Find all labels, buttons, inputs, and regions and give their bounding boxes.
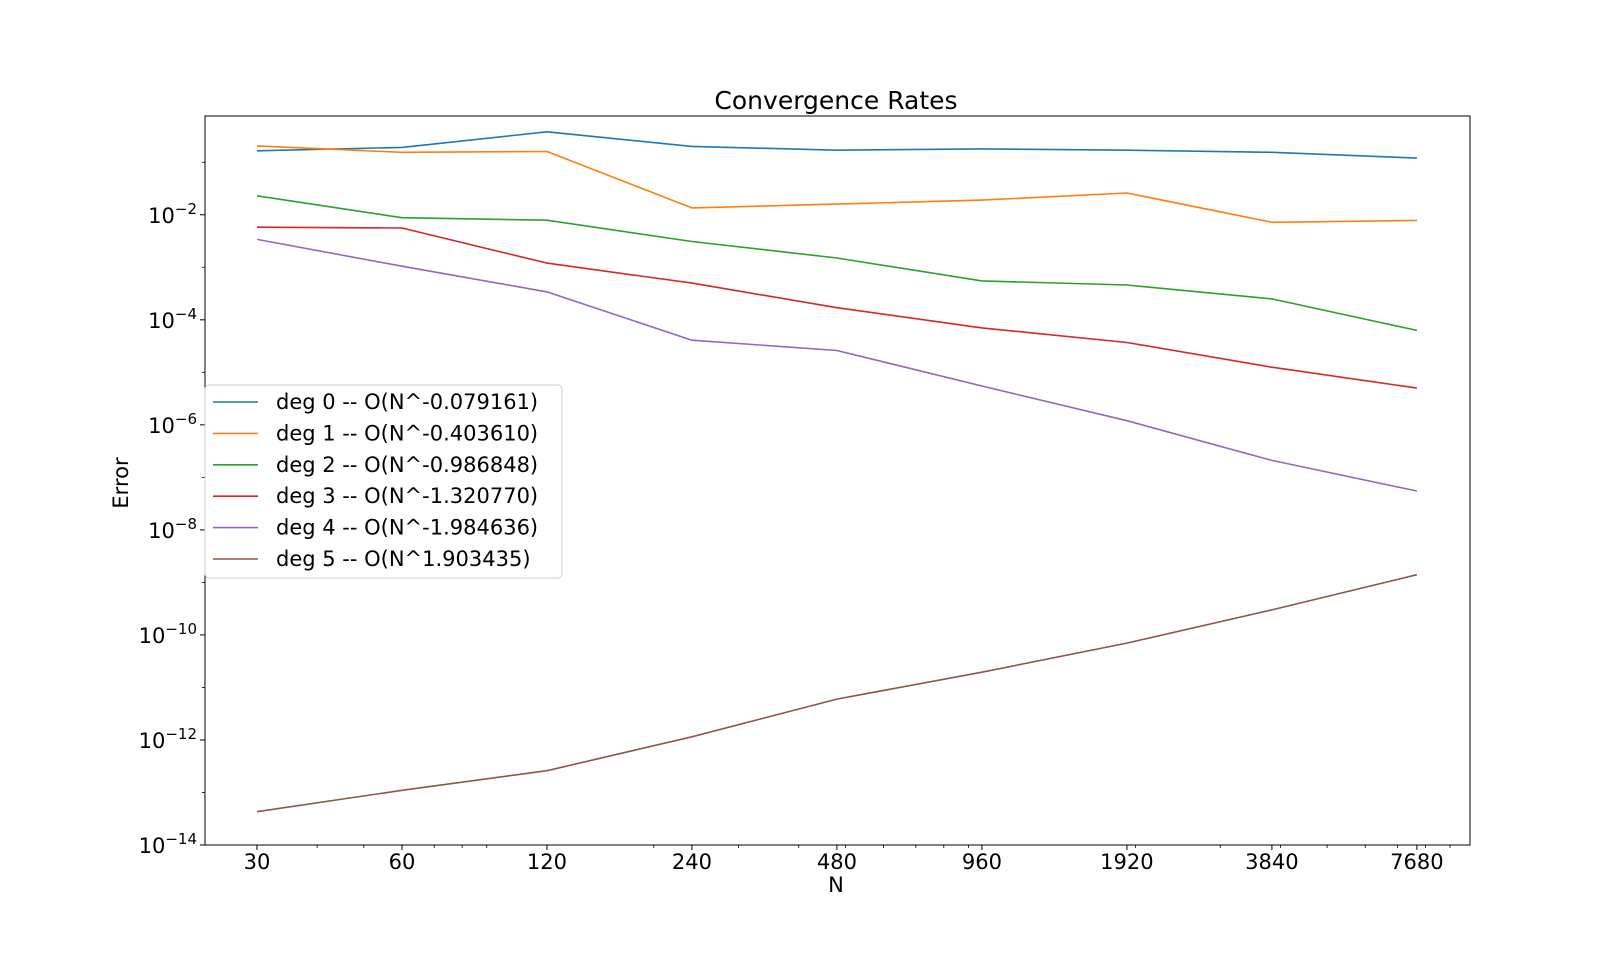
legend-entry-label: deg 3 -- O(N^-1.320770) (276, 484, 538, 508)
y-tick-label: 10−6 (148, 410, 197, 438)
x-tick-label: 60 (389, 850, 416, 874)
y-tick-label: 10−8 (148, 515, 197, 543)
series-line-deg-2 (256, 195, 1418, 332)
x-tick-label: 7680 (1390, 850, 1443, 874)
y-tick-label: 10−14 (139, 830, 197, 858)
series-line-deg-1 (256, 145, 1417, 224)
x-tick-label: 30 (244, 850, 271, 874)
series-line-deg-4 (256, 238, 1418, 492)
x-tick-label: 120 (527, 850, 567, 874)
legend-entry-label: deg 5 -- O(N^1.903435) (276, 547, 531, 571)
x-tick-label: 240 (672, 850, 712, 874)
y-axis-label: Error (109, 457, 133, 509)
legend-entry-label: deg 0 -- O(N^-0.079161) (276, 390, 538, 414)
y-tick-label: 10−4 (148, 305, 197, 333)
legend: deg 0 -- O(N^-0.079161) deg 1 -- O(N^-0.4… (204, 384, 563, 579)
chart-title: Convergence Rates (714, 86, 957, 115)
y-tick-label: 10−10 (139, 620, 197, 648)
series-line-deg-3 (256, 226, 1418, 389)
y-tick-label: 10−2 (148, 200, 197, 228)
x-tick-label: 480 (817, 850, 857, 874)
series-line-deg-0 (256, 131, 1417, 159)
x-axis-label: N (828, 873, 844, 897)
legend-entry-label: deg 4 -- O(N^-1.984636) (276, 516, 538, 540)
x-tick-label: 3840 (1245, 850, 1298, 874)
legend-entry-label: deg 1 -- O(N^-0.403610) (276, 421, 538, 445)
legend-box (204, 384, 563, 579)
x-tick-label: 1920 (1100, 850, 1153, 874)
y-tick-label: 10−12 (139, 725, 197, 753)
series-line-deg-5 (256, 573, 1418, 813)
legend-entry-label: deg 2 -- O(N^-0.986848) (276, 453, 538, 477)
x-tick-label: 960 (962, 850, 1002, 874)
